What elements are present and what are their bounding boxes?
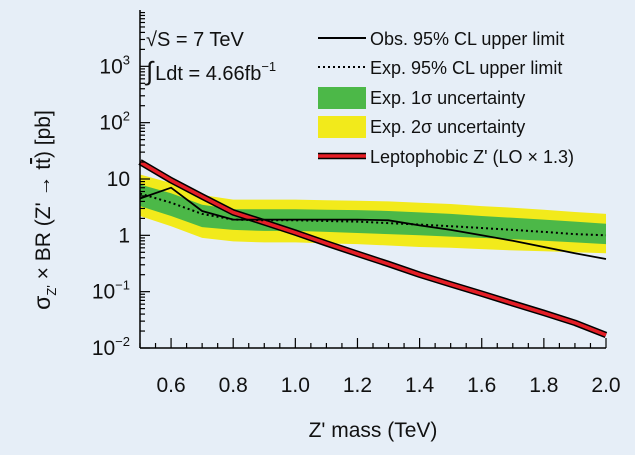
x-tick-label: 0.6	[156, 374, 185, 397]
x-axis-label: Z' mass (TeV)	[309, 419, 438, 442]
y-tick-base: 1	[118, 224, 130, 247]
y-tick-base: 10	[107, 168, 130, 191]
x-tick-label: 0.8	[219, 374, 248, 397]
y-tick-base: 10	[92, 281, 115, 304]
legend-label-1sigma: Exp. 1σ uncertainty	[370, 88, 525, 108]
legend-label-theory: Leptophobic Z' (LO × 1.3)	[370, 147, 574, 167]
y-tick-exponent: −1	[115, 278, 130, 293]
curves	[138, 159, 608, 339]
legend: Obs. 95% CL upper limit Exp. 95% CL uppe…	[318, 29, 574, 167]
y-tick-label: 10−2	[92, 334, 130, 360]
y-tick-label: 1	[118, 224, 130, 247]
expected-limit-line	[139, 192, 607, 237]
y-label-unit: ) [pb]	[32, 110, 55, 158]
y-tick-base: 10	[92, 337, 115, 360]
y-tick-exponent: 3	[123, 52, 130, 67]
x-tick-label: 1.4	[405, 374, 435, 397]
legend-label-2sigma: Exp. 2σ uncertainty	[370, 117, 525, 137]
y-tick-exponent: −2	[115, 334, 130, 349]
theory-curve	[139, 160, 607, 337]
lumi-integral: ∫	[144, 56, 155, 86]
energy-annotation: √S = 7 TeV	[146, 29, 245, 51]
y-tick-label: 103	[99, 52, 130, 78]
y-label-rest: × BR (Z' → t	[32, 164, 55, 285]
y-tick-base: 10	[99, 112, 122, 135]
lumi-annotation: ∫ Ldt = 4.66fb−1	[144, 56, 276, 86]
lumi-text: Ldt = 4.66fb	[155, 63, 261, 85]
legend-label-expected: Exp. 95% CL upper limit	[370, 58, 562, 78]
x-tick-label: 1.6	[467, 374, 496, 397]
y-tick-exponent: 2	[123, 109, 130, 124]
legend-marker-2sigma	[318, 116, 366, 138]
y-tick-label: 10	[107, 168, 130, 191]
y-tick-base: 10	[99, 55, 122, 78]
y-label-tbar: t	[32, 158, 55, 164]
observed-limit-line	[139, 186, 607, 260]
y-label-sub: Z'	[44, 285, 59, 295]
y-axis-label: σZ' × BR (Z' → tt) [pb]	[29, 110, 59, 310]
y-label-sigma: σ	[29, 296, 55, 310]
y-tick-label: 102	[99, 109, 130, 135]
uncertainty-bands	[140, 174, 606, 254]
x-ticks: 0.6 0.8 1.0 1.2 1.4 1.6 1.8 2.0	[139, 338, 621, 397]
y-tick-label: 10−1	[92, 278, 130, 304]
x-tick-label: 1.8	[529, 374, 558, 397]
legend-label-observed: Obs. 95% CL upper limit	[370, 29, 564, 49]
lumi-exponent: −1	[261, 59, 276, 74]
band-1sigma	[140, 184, 606, 245]
x-tick-label: 1.2	[343, 374, 372, 397]
legend-marker-1sigma	[318, 87, 366, 109]
x-tick-label: 1.0	[281, 374, 310, 397]
x-tick-label: 2.0	[591, 374, 620, 397]
